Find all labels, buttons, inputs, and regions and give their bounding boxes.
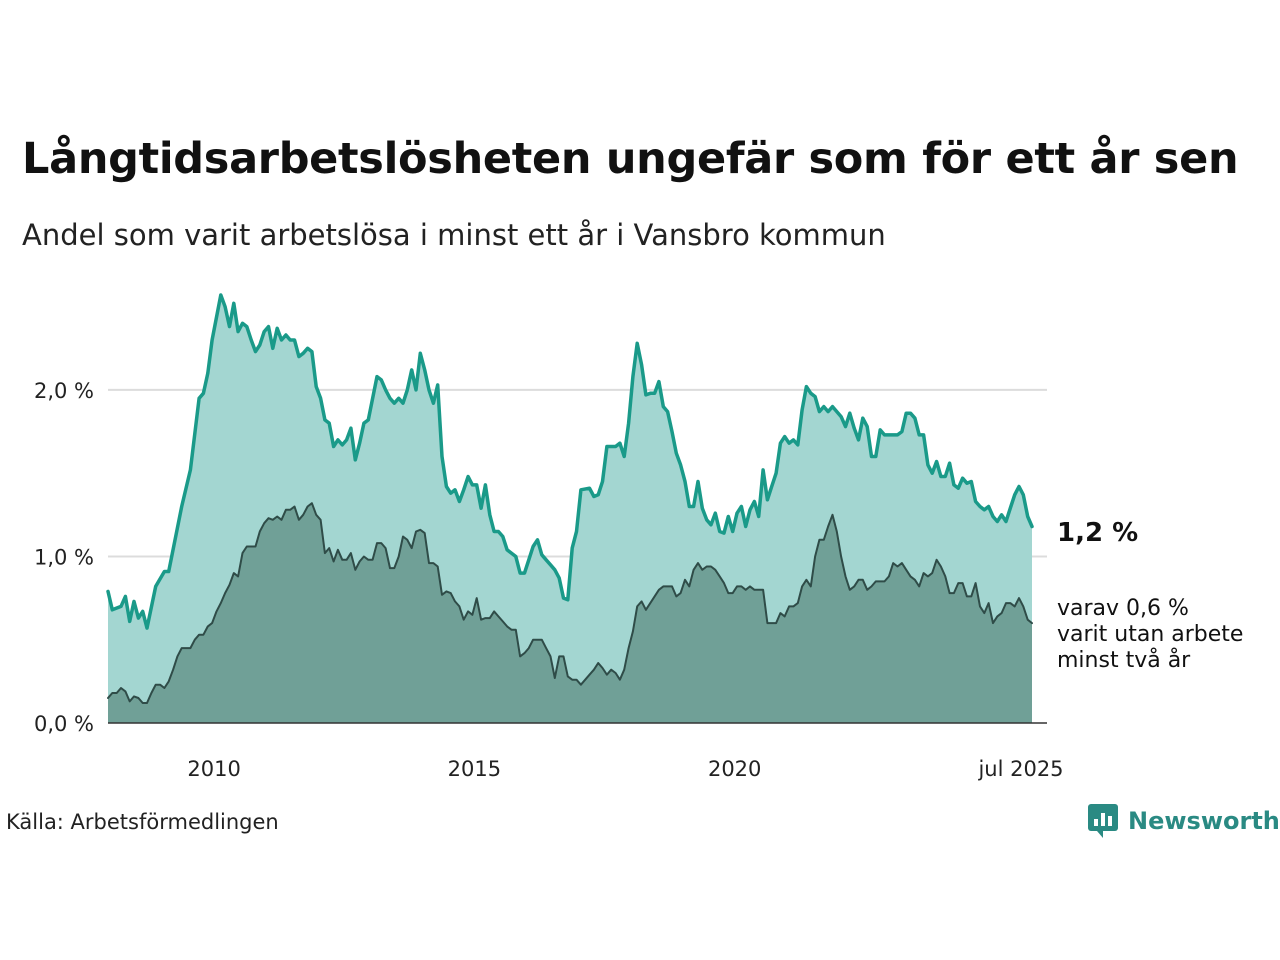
brand-logo: Newsworthy (1088, 804, 1280, 838)
x-tick-label: 2010 (187, 757, 240, 781)
end-label-total: 1,2 % (1057, 518, 1138, 548)
x-tick-label: jul 2025 (977, 757, 1063, 781)
line-long (107, 502, 1033, 704)
x-axis: 2010 2015 2020 jul 2025 (187, 757, 1063, 781)
y-tick-label: 2,0 % (34, 379, 94, 403)
newsworthy-logo-icon (1088, 804, 1118, 838)
x-tick-label: 2015 (448, 757, 501, 781)
brand-name: Newsworthy (1128, 807, 1280, 835)
chart-title: Långtidsarbetslösheten ungefär som för e… (22, 134, 1239, 184)
area-long (108, 503, 1032, 723)
y-tick-label: 0,0 % (34, 712, 94, 736)
y-axis: 0,0 % 1,0 % 2,0 % (34, 379, 94, 736)
end-label-long-line-3: minst två år (1057, 647, 1191, 673)
end-label-long-line-2: varit utan arbete (1057, 622, 1243, 647)
series-areas (106, 293, 1047, 724)
source-note: Källa: Arbetsförmedlingen (6, 810, 279, 834)
y-tick-label: 1,0 % (34, 545, 94, 569)
end-label-long-line-1: varav 0,6 % (1057, 596, 1189, 621)
area-chart: 0,0 % 1,0 % 2,0 % 2010 2015 2020 jul 2025 1,2… (34, 293, 1243, 781)
chart-subtitle: Andel som varit arbetslösa i minst ett å… (22, 218, 886, 252)
line-total (106, 293, 1034, 630)
x-tick-label: 2020 (708, 757, 761, 781)
